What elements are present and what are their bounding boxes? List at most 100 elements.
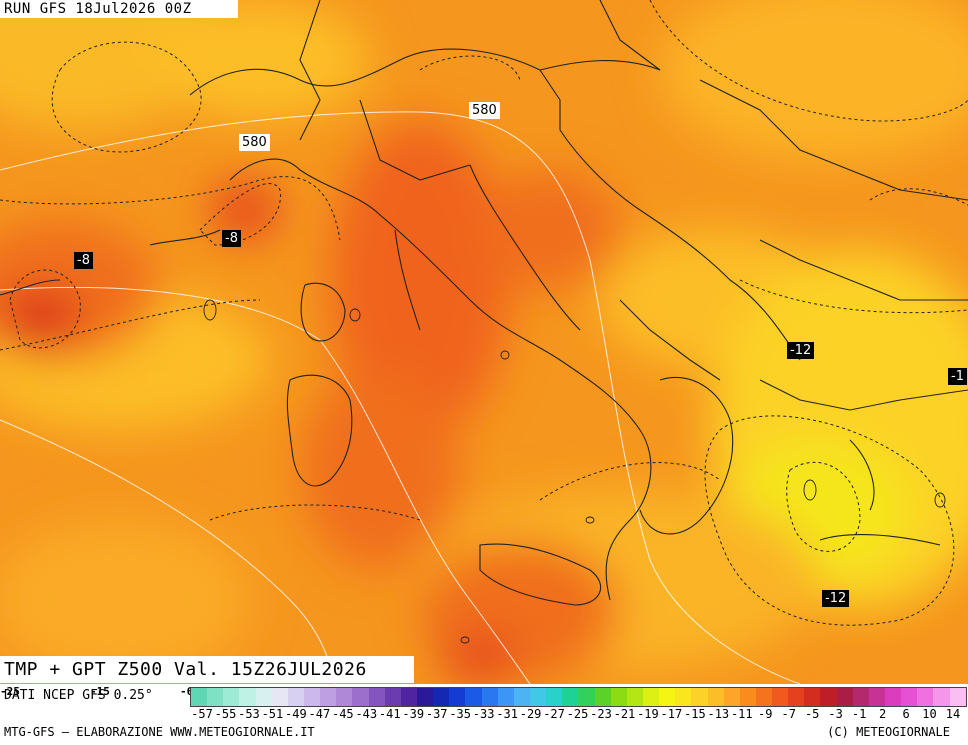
color-scale-cell — [642, 688, 660, 706]
color-scale-cell — [239, 688, 256, 706]
legend-footer: -25 -15 -6 DATI NCEP GFS 0.25° -57 -55 -53… — [0, 684, 968, 745]
color-scale-cell — [513, 688, 530, 706]
color-scale-tick-label: -17 — [660, 707, 683, 721]
color-scale-tick-label: -29 — [519, 707, 542, 721]
geopotential-contours — [0, 111, 801, 684]
contour-label-temperature: -12 — [787, 342, 815, 359]
color-scale-cell — [610, 688, 627, 706]
color-scale-cell — [707, 688, 724, 706]
color-scale-cell — [320, 688, 337, 706]
color-scale-cell — [497, 688, 514, 706]
color-scale-cell — [433, 688, 450, 706]
color-scale-cell — [626, 688, 643, 706]
color-scale-cell — [271, 688, 288, 706]
color-scale-cell — [933, 688, 950, 706]
color-scale-tick-label: -7 — [781, 707, 796, 721]
color-scale-tick-label: -55 — [214, 707, 237, 721]
color-scale-cell — [755, 688, 773, 706]
color-scale-cell — [465, 688, 482, 706]
color-scale-tick-label: -23 — [590, 707, 612, 721]
color-scale-cell — [368, 688, 385, 706]
color-scale-tick-label: -39 — [402, 707, 425, 721]
color-scale-cell — [255, 688, 272, 706]
color-scale-cell — [820, 688, 837, 706]
color-scale-tick-label: -33 — [472, 707, 495, 721]
color-scale-cell — [481, 688, 498, 706]
color-scale-cell — [449, 688, 466, 706]
color-scale-cell — [723, 688, 740, 706]
color-scale-cell — [804, 688, 821, 706]
credit-left: MTG-GFS — ELABORAZIONE WWW.METEOGIORNALE… — [4, 725, 315, 739]
color-scale-cell — [529, 688, 547, 706]
color-scale-tick-label: -57 — [191, 707, 213, 721]
color-scale-cell — [901, 688, 918, 706]
islands — [203, 299, 946, 644]
color-scale-tick-label: -53 — [238, 707, 260, 721]
color-scale-tick-label: -15 — [684, 707, 706, 721]
contour-label-temperature: -8 — [74, 252, 93, 269]
temperature-field — [0, 0, 968, 684]
color-scale-cell — [772, 688, 789, 706]
scale-edge-label: -15 — [90, 685, 110, 698]
color-scale-tick-label: 2 — [878, 707, 887, 721]
color-scale-tick-label: -21 — [613, 707, 636, 721]
color-scale-tick-label: -11 — [730, 707, 753, 721]
color-scale-cell — [416, 688, 434, 706]
color-scale-tick-label: 10 — [922, 707, 937, 721]
color-scale-tick-label: -25 — [566, 707, 589, 721]
color-scale-tick-label: -13 — [707, 707, 730, 721]
color-scale-tick-label: -35 — [449, 707, 471, 721]
color-scale-cell — [949, 688, 966, 706]
color-scale-cell — [675, 688, 692, 706]
color-scale-cell — [578, 688, 595, 706]
run-label: RUN GFS 18Jul2026 00Z — [0, 0, 238, 18]
color-scale-cell — [207, 688, 224, 706]
contour-label-geopotential: 580 — [469, 102, 500, 119]
color-scale-tick-label: -19 — [637, 707, 659, 721]
color-scale-cell — [885, 688, 902, 706]
credit-right: (C) METEOGIORNALE — [827, 725, 950, 739]
color-scale-tick-label: -47 — [308, 707, 331, 721]
color-scale-ticks: -57 -55 -53 -51 -49 -47 -45 -43 -41 -39 -37 -35 -33-… — [190, 707, 965, 721]
color-scale-cell — [594, 688, 611, 706]
color-scale-cell — [691, 688, 708, 706]
color-scale-cell — [287, 688, 304, 706]
contour-label-geopotential: 580 — [239, 134, 270, 151]
color-scale-cell — [191, 688, 208, 706]
map-title: TMP + GPT Z500 Val. 15Z26JUL2026 — [0, 656, 414, 683]
scale-edge-label: -6 — [180, 685, 194, 698]
color-scale-tick-label: -43 — [355, 707, 378, 721]
color-scale-cell — [659, 688, 676, 706]
color-scale-cell — [852, 688, 869, 706]
color-scale-tick-label: 6 — [902, 707, 910, 721]
color-scale-tick-label: -45 — [331, 707, 354, 721]
color-scale-tick-label: 14 — [945, 707, 961, 721]
color-scale-cell — [868, 688, 886, 706]
contour-label-temperature: -8 — [222, 230, 241, 247]
color-scale-tick-label: -1 — [851, 707, 867, 721]
color-scale-cell — [400, 688, 417, 706]
color-scale — [190, 687, 967, 707]
color-scale-cell — [739, 688, 756, 706]
color-scale-tick-label: -27 — [543, 707, 565, 721]
color-scale-tick-label: -9 — [758, 707, 773, 721]
contour-label-temperature: -1 — [948, 368, 967, 385]
color-scale-tick-label: -31 — [496, 707, 518, 721]
color-scale-cell — [836, 688, 853, 706]
coastlines — [0, 0, 968, 606]
color-scale-cell — [788, 688, 805, 706]
color-scale-tick-label: -41 — [378, 707, 401, 721]
color-scale-cell — [336, 688, 353, 706]
contour-label-temperature: -12 — [822, 590, 850, 607]
color-scale-cell — [546, 688, 563, 706]
color-scale-cell — [352, 688, 369, 706]
color-scale-cell — [384, 688, 401, 706]
color-scale-tick-label: -37 — [425, 707, 448, 721]
color-scale-tick-label: -49 — [285, 707, 307, 721]
color-scale-cell — [303, 688, 321, 706]
color-scale-tick-label: -3 — [828, 707, 843, 721]
color-scale-cell — [917, 688, 934, 706]
color-scale-tick-label: -51 — [261, 707, 284, 721]
color-scale-cell — [562, 688, 579, 706]
color-scale-cell — [223, 688, 240, 706]
